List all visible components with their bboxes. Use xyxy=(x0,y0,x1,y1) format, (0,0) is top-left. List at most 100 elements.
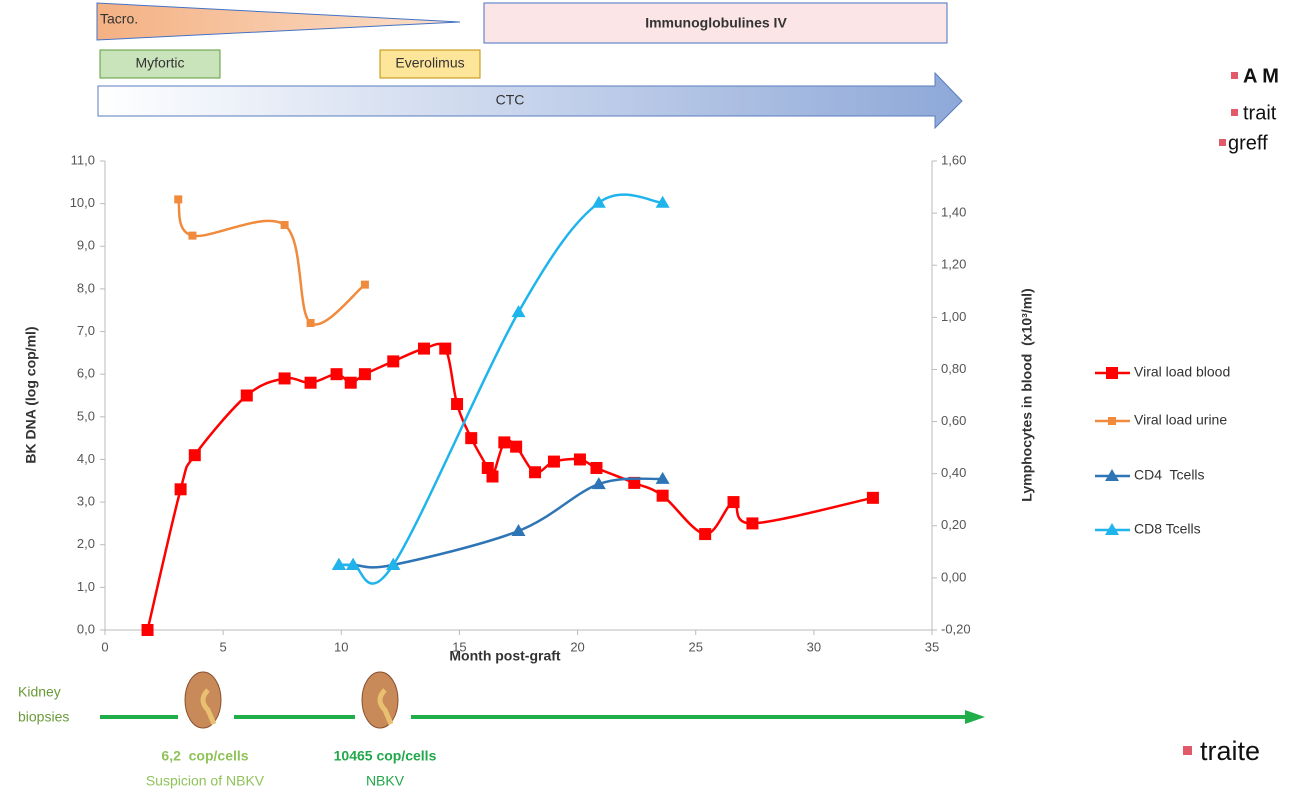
everolimus-label: Everolimus xyxy=(395,55,464,71)
y-tick-label: 11,0 xyxy=(71,152,95,167)
y2-tick-label: 1,00 xyxy=(941,309,966,324)
y2-tick-label: -0,20 xyxy=(941,621,971,636)
square-marker xyxy=(281,221,289,229)
ctc-arrow xyxy=(98,73,962,128)
legend-label: CD8 Tcells xyxy=(1134,521,1201,537)
triangle-marker xyxy=(592,196,606,208)
series-line xyxy=(178,199,365,324)
square-marker xyxy=(188,232,196,240)
kidney-icon xyxy=(178,670,234,732)
triangle-marker xyxy=(512,305,526,317)
square-marker xyxy=(331,368,343,380)
y-tick-label: 1,0 xyxy=(77,579,95,594)
y-tick-label: 7,0 xyxy=(77,323,95,338)
tacro-wedge xyxy=(97,3,460,40)
series-line xyxy=(148,344,873,630)
x-tick-label: 10 xyxy=(334,639,348,654)
y2-tick-label: 0,40 xyxy=(941,465,966,480)
square-marker xyxy=(487,471,499,483)
square-marker xyxy=(510,441,522,453)
square-marker xyxy=(279,372,291,384)
page: Tacro. Immunoglobulines IV Myfortic Ever… xyxy=(0,0,1297,796)
square-marker xyxy=(175,483,187,495)
square-marker xyxy=(189,449,201,461)
legend-label: CD4 Tcells xyxy=(1134,467,1205,483)
square-marker xyxy=(529,466,541,478)
series-line xyxy=(339,195,663,584)
y-tick-label: 2,0 xyxy=(77,536,95,551)
slide: Tacro. Immunoglobulines IV Myfortic Ever… xyxy=(0,0,1297,796)
square-marker xyxy=(590,462,602,474)
bullet xyxy=(1183,746,1192,755)
square-marker xyxy=(867,492,879,504)
square-marker xyxy=(451,398,463,410)
square-marker xyxy=(699,528,711,540)
legend-label: Viral load blood xyxy=(1134,364,1230,380)
kidney-icon xyxy=(355,670,411,732)
square-marker xyxy=(361,281,369,289)
biopsies-label: biopsies xyxy=(18,709,69,725)
square-marker xyxy=(728,496,740,508)
square-marker xyxy=(746,517,758,529)
square-marker xyxy=(142,624,154,636)
y-tick-label: 0,0 xyxy=(77,621,95,636)
biopsy-value: 6,2 cop/cells xyxy=(161,748,248,764)
y2-axis-title: Lymphocytes in blood (x10³/ml) xyxy=(1019,288,1035,501)
square-marker xyxy=(548,456,560,468)
y2-tick-label: 1,20 xyxy=(941,257,966,272)
y-tick-label: 10,0 xyxy=(70,195,95,210)
legend-marker xyxy=(1106,367,1118,379)
y2-tick-label: 1,40 xyxy=(941,205,966,220)
square-marker xyxy=(174,195,182,203)
square-marker xyxy=(307,319,315,327)
square-marker xyxy=(574,453,586,465)
x-tick-label: 0 xyxy=(101,639,108,654)
y2-tick-label: 0,00 xyxy=(941,569,966,584)
biopsies-label: Kidney xyxy=(18,684,61,700)
bullet-text: A M xyxy=(1243,65,1279,87)
y-tick-label: 8,0 xyxy=(77,280,95,295)
y2-tick-label: 0,60 xyxy=(941,413,966,428)
square-marker xyxy=(439,343,451,355)
square-marker xyxy=(241,390,253,402)
square-marker xyxy=(387,355,399,367)
x-tick-label: 30 xyxy=(807,639,821,654)
legend-label: Viral load urine xyxy=(1134,412,1227,428)
square-marker xyxy=(465,432,477,444)
bullet xyxy=(1231,72,1238,79)
square-marker xyxy=(498,436,510,448)
square-marker xyxy=(359,368,371,380)
ctc-label: CTC xyxy=(496,92,525,108)
y-tick-label: 4,0 xyxy=(77,451,95,466)
y-axis-title: BK DNA (log cop/ml) xyxy=(23,326,39,463)
ivig-label: Immunoglobulines IV xyxy=(645,15,787,31)
legend-marker xyxy=(1108,417,1116,425)
series-line xyxy=(339,479,663,568)
bullet xyxy=(1231,109,1238,116)
square-marker xyxy=(418,343,430,355)
x-tick-label: 15 xyxy=(452,639,466,654)
square-marker xyxy=(305,377,317,389)
x-tick-label: 20 xyxy=(570,639,584,654)
y-tick-label: 5,0 xyxy=(77,408,95,423)
bullet xyxy=(1219,139,1226,146)
bullet-text: traite xyxy=(1200,736,1260,766)
bullet-text: trait xyxy=(1243,102,1277,124)
biopsy-arrowhead xyxy=(965,710,985,724)
y-tick-label: 3,0 xyxy=(77,494,95,509)
tacro-label: Tacro. xyxy=(100,11,138,27)
biopsy-value: 10465 cop/cells xyxy=(334,748,437,764)
y2-tick-label: 0,20 xyxy=(941,517,966,532)
myfortic-label: Myfortic xyxy=(136,55,185,71)
x-tick-label: 5 xyxy=(220,639,227,654)
y2-tick-label: 0,80 xyxy=(941,361,966,376)
x-tick-label: 35 xyxy=(925,639,939,654)
y-tick-label: 9,0 xyxy=(77,238,95,253)
bullet-text: greff xyxy=(1228,132,1268,154)
y2-tick-label: 1,60 xyxy=(941,152,966,167)
x-tick-label: 25 xyxy=(688,639,702,654)
square-marker xyxy=(345,377,357,389)
biopsy-note: Suspicion of NBKV xyxy=(146,773,265,789)
biopsy-note: NBKV xyxy=(366,773,405,789)
y-tick-label: 6,0 xyxy=(77,366,95,381)
